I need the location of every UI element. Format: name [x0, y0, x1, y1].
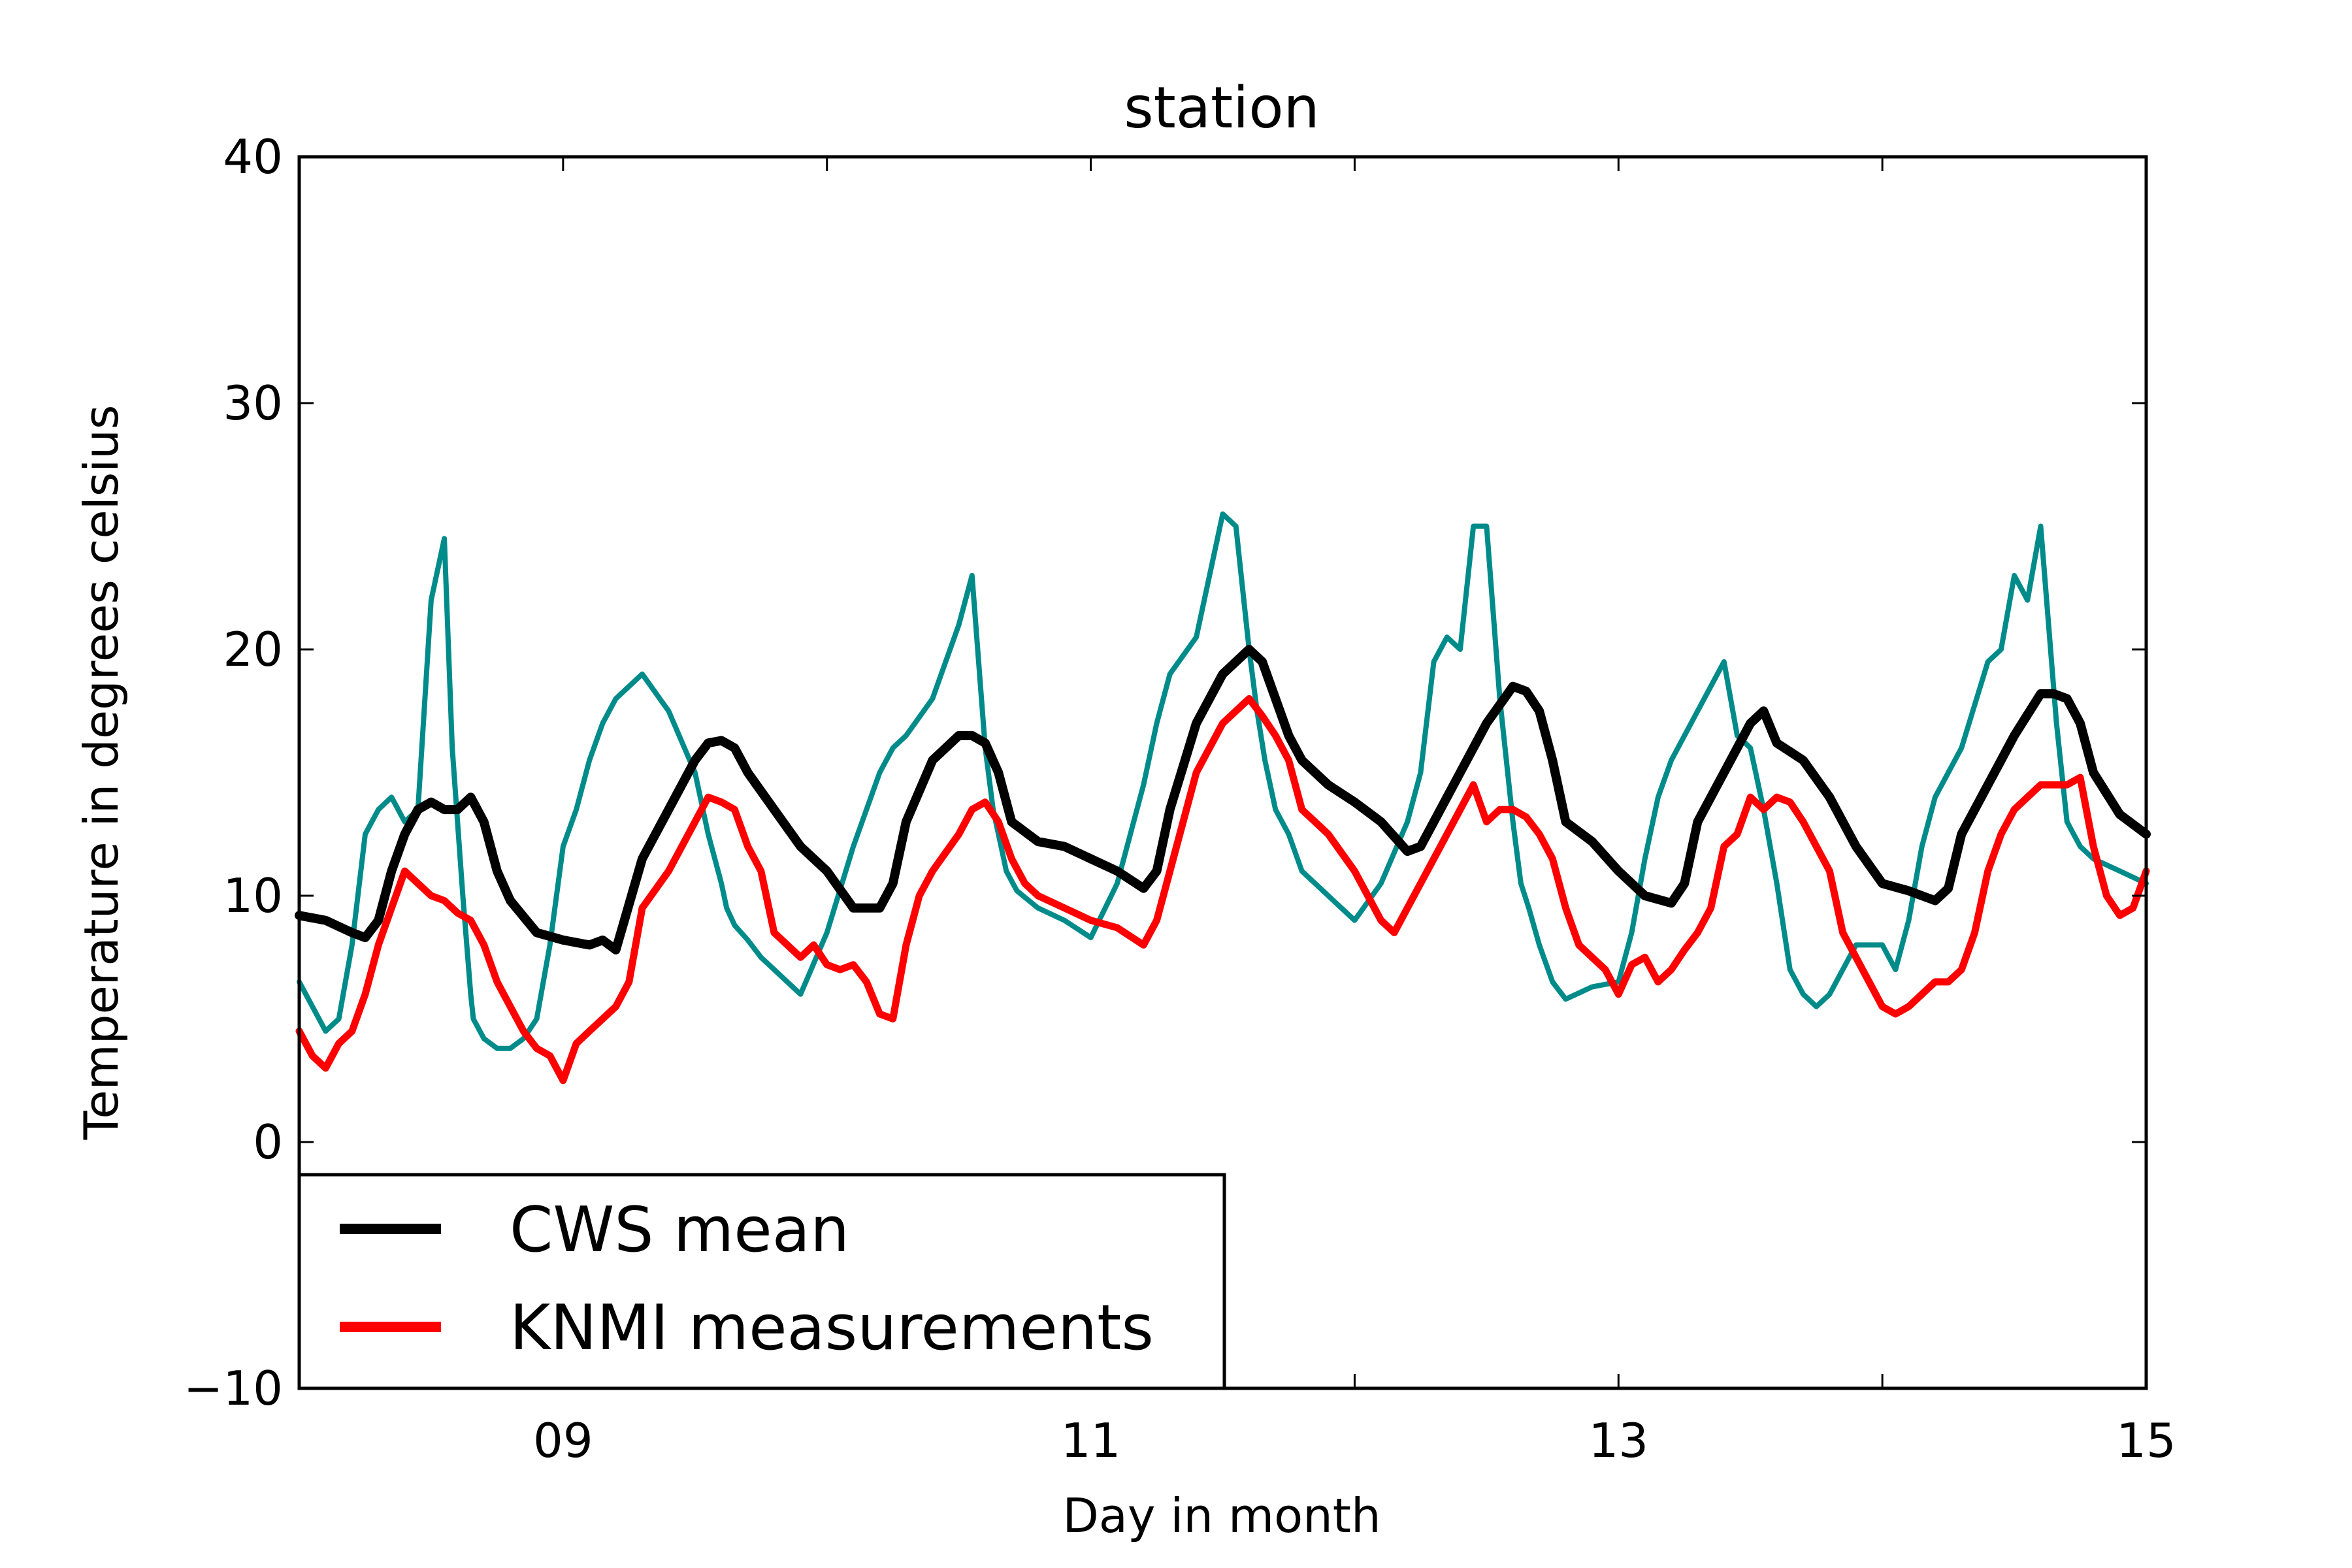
plot-lines	[295, 511, 2151, 1085]
axis-ticks: −10 0 10 20 30 40 09 11 13 15	[184, 129, 2176, 1468]
x-tick-label: 13	[1588, 1413, 1648, 1468]
y-tick-label: −10	[184, 1361, 283, 1416]
legend: CWS mean KNMI measurements	[297, 1173, 1226, 1390]
series-line-knmi-measurements	[295, 694, 2150, 1085]
y-tick-label: 30	[223, 376, 283, 431]
y-tick-label: 10	[223, 868, 283, 923]
y-tick-label: 20	[223, 622, 283, 677]
x-axis-label: Day in month	[1062, 1488, 1380, 1543]
y-tick-label: 40	[223, 129, 283, 184]
series-line-0	[297, 511, 2149, 1051]
y-axis-label: Temperature in degrees celsius	[74, 405, 129, 1141]
legend-label-knmi-measurements: KNMI measurements	[510, 1292, 1154, 1364]
chart-title: station	[1124, 74, 1319, 141]
legend-label-cws-mean: CWS mean	[510, 1194, 849, 1266]
x-tick-label: 15	[2116, 1413, 2176, 1468]
x-tick-label: 11	[1061, 1413, 1121, 1468]
y-tick-label: 0	[253, 1115, 283, 1169]
x-tick-label: 09	[533, 1413, 593, 1468]
series-line-cws-mean	[295, 645, 2151, 955]
legend-box	[297, 1173, 1226, 1390]
